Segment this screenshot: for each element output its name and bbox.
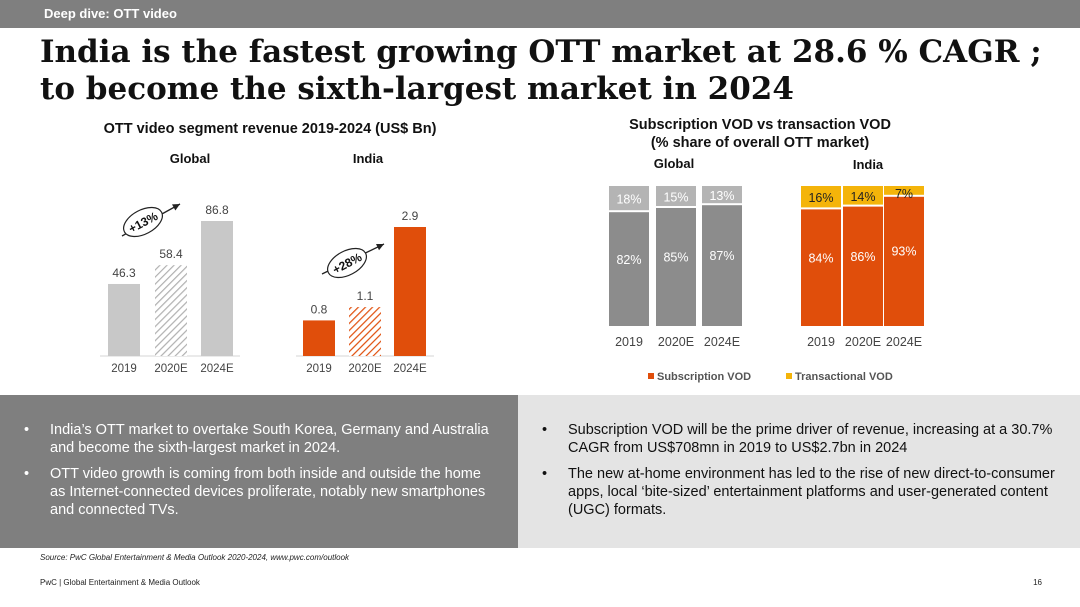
x-tick-label: 2019 (615, 335, 643, 349)
data-label: 85% (663, 251, 688, 265)
data-label: 15% (663, 191, 688, 205)
segment-divider (884, 194, 924, 197)
x-tick-label: 2020E (348, 363, 382, 375)
revenue-chart-title: OTT video segment revenue 2019-2024 (US$… (103, 121, 437, 137)
bar (108, 283, 140, 356)
vod-chart-subtitle: (% share of overall OTT market) (650, 135, 870, 151)
x-tick-label: 2024E (200, 363, 234, 375)
bar-segment-transactional (702, 186, 742, 205)
bullet-text: Subscription VOD will be the prime drive… (568, 422, 1053, 456)
bullet-icon: • (24, 466, 30, 482)
x-tick-label: 2024E (704, 335, 740, 349)
x-tick-label: 2019 (807, 335, 835, 349)
bullet-text: OTT video growth is coming from both ins… (50, 466, 486, 518)
bar-segment-transactional (609, 186, 649, 212)
arrowhead-icon (376, 244, 384, 251)
bar-segment-transactional (843, 186, 883, 206)
data-label: 86.8 (205, 203, 229, 217)
data-label: 87% (709, 249, 734, 263)
list-item: • The new at-home environment has led to … (542, 465, 1062, 519)
legend-swatch (786, 373, 792, 379)
growth-badge (123, 206, 163, 238)
growth-badge (327, 247, 367, 279)
vod-global-label: Global (653, 156, 695, 171)
right-insight-panel: • Subscription VOD will be the prime driv… (518, 395, 1080, 548)
bullet-icon: • (24, 422, 30, 438)
segment-divider (801, 207, 841, 210)
right-bullet-list: • Subscription VOD will be the prime driv… (542, 421, 1062, 527)
x-tick-label: 2024E (393, 363, 427, 375)
bullet-icon: • (542, 466, 548, 482)
revenue-india-label: India (352, 151, 384, 166)
bullet-text: The new at-home environment has led to t… (568, 466, 1055, 518)
data-label: 14% (850, 190, 875, 204)
data-label: 13% (709, 189, 734, 203)
legend-label: Subscription VOD (657, 371, 751, 383)
x-tick-label: 2019 (306, 363, 332, 375)
bar-segment-transactional (801, 186, 841, 209)
section-header-bar: Deep dive: OTT video (0, 0, 1080, 28)
bar (349, 307, 381, 356)
bar (155, 265, 187, 356)
vod-india-label: India (852, 157, 884, 172)
data-label: 46.3 (112, 266, 136, 280)
segment-divider (656, 206, 696, 208)
segment-divider (609, 210, 649, 213)
list-item: • India’s OTT market to overtake South Ko… (24, 421, 494, 457)
bar-segment-subscription (656, 207, 696, 326)
section-label: Deep dive: OTT video (44, 6, 177, 21)
bullet-icon: • (542, 422, 548, 438)
data-label: 7% (895, 187, 913, 201)
x-tick-label: 2019 (111, 363, 137, 375)
x-tick-label: 2020E (154, 363, 188, 375)
segment-divider (843, 204, 883, 207)
legend-swatch (648, 373, 654, 379)
data-label: 16% (808, 191, 833, 205)
revenue-global-label: Global (169, 151, 211, 166)
x-tick-label: 2020E (845, 335, 881, 349)
page-number: 16 (1033, 578, 1042, 587)
bar-segment-subscription (884, 195, 924, 326)
list-item: • Subscription VOD will be the prime driv… (542, 421, 1062, 457)
bar-segment-subscription (843, 205, 883, 326)
x-tick-label: 2020E (658, 335, 694, 349)
data-label: 0.8 (311, 302, 328, 316)
data-label: 93% (891, 245, 916, 259)
bar-segment-subscription (609, 211, 649, 326)
footer-text: PwC | Global Entertainment & Media Outlo… (40, 578, 200, 587)
left-insight-panel: • India’s OTT market to overtake South Ko… (0, 395, 518, 548)
arrowhead-icon (172, 204, 180, 211)
legend-label: Transactional VOD (795, 371, 893, 383)
bar-segment-subscription (801, 208, 841, 326)
page-title: India is the fastest growing OTT market … (40, 34, 1042, 107)
bar (303, 320, 335, 356)
bar (394, 227, 426, 356)
data-label: 58.4 (159, 247, 183, 261)
data-label: 84% (808, 251, 833, 265)
bullet-text: India’s OTT market to overtake South Kor… (50, 422, 489, 456)
left-bullet-list: • India’s OTT market to overtake South Ko… (24, 421, 494, 527)
data-label: 82% (616, 253, 641, 267)
segment-divider (702, 203, 742, 206)
vod-chart-title: Subscription VOD vs transaction VOD (629, 117, 891, 133)
bar (201, 221, 233, 356)
source-note: Source: PwC Global Entertainment & Media… (40, 553, 350, 562)
bar-segment-transactional (884, 186, 924, 196)
data-label: 18% (616, 193, 641, 207)
bar-segment-transactional (656, 186, 696, 207)
data-label: 1.1 (357, 289, 374, 303)
bar-segment-subscription (702, 204, 742, 326)
data-label: 2.9 (402, 209, 419, 223)
x-tick-label: 2024E (886, 335, 922, 349)
list-item: • OTT video growth is coming from both in… (24, 465, 494, 519)
data-label: 86% (850, 250, 875, 264)
